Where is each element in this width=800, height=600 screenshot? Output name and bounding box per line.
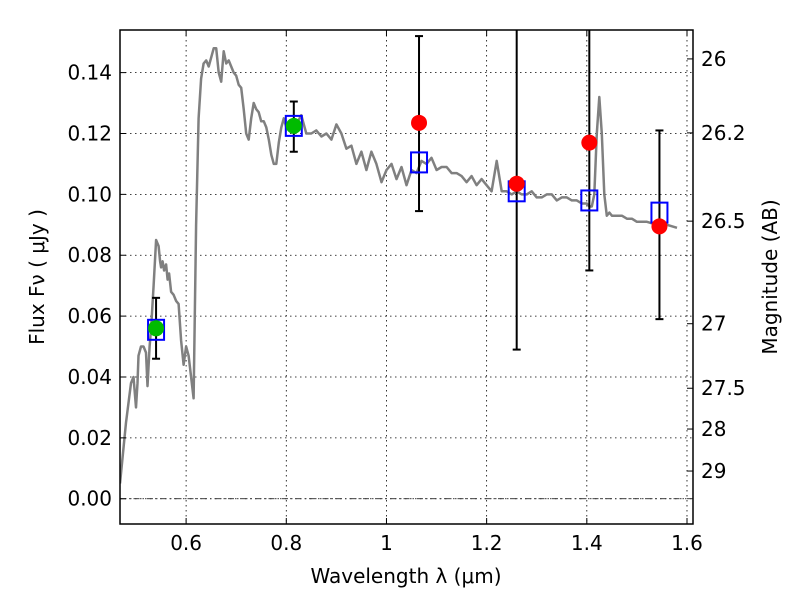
x-tick-label: 1.6	[671, 531, 703, 555]
y-tick-label: 0.02	[67, 426, 112, 450]
right-tick-label: 29	[701, 459, 726, 483]
x-tick-label: 0.6	[170, 531, 202, 555]
right-tick-label: 26.2	[701, 121, 746, 145]
detection-point	[285, 117, 302, 134]
model-photometry-square	[147, 318, 166, 341]
x-tick-label: 0.8	[270, 531, 302, 555]
right-tick-label: 26	[701, 47, 726, 71]
right-tick-label: 28	[701, 417, 726, 441]
y-tick-label: 0.04	[67, 365, 112, 389]
right-axis-ticks: 26 26.2 26.5 27 27.5 28 29	[687, 47, 746, 483]
observed-photometry-markers	[148, 114, 668, 337]
y-tick-label: 0.12	[67, 121, 112, 145]
x-axis-ticks: 0.6 0.8 1 1.2 1.4 1.6	[170, 30, 703, 555]
right-tick-label: 26.5	[701, 209, 746, 233]
model-photometry-square	[580, 189, 599, 212]
y-tick-label: 0.06	[67, 304, 112, 328]
x-tick-label: 1.2	[471, 531, 503, 555]
right-axis-label: Magnitude (AB)	[758, 199, 782, 354]
nondetection-point	[411, 114, 428, 131]
model-photometry-square	[410, 151, 429, 174]
x-tick-label: 1.4	[571, 531, 603, 555]
right-tick-label: 27	[701, 312, 726, 336]
y-axis-label: Flux Fν ( μJy )	[25, 209, 49, 345]
nondetection-point	[508, 175, 525, 192]
nondetection-point	[651, 218, 668, 235]
y-tick-label: 0.10	[67, 182, 112, 206]
plot-frame	[119, 29, 694, 525]
x-axis-label: Wavelength λ (μm)	[310, 564, 501, 588]
y-tick-label: 0.08	[67, 243, 112, 267]
detection-point	[148, 320, 165, 337]
y-axis-ticks: 0.00 0.02 0.04 0.06 0.08 0.10 0.12 0.14	[67, 61, 126, 511]
y-tick-label: 0.00	[67, 487, 112, 511]
right-tick-label: 27.5	[701, 376, 746, 400]
x-tick-label: 1	[380, 531, 393, 555]
model-spectrum-line	[120, 47, 678, 484]
model-photometry-markers	[147, 114, 669, 341]
y-tick-label: 0.14	[67, 61, 112, 85]
spectrum-path	[120, 47, 678, 484]
nondetection-point	[581, 134, 598, 151]
